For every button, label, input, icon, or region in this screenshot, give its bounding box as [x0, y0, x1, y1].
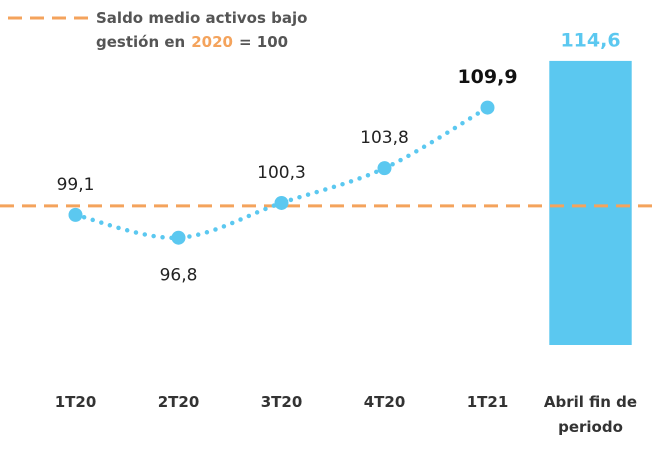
value-label: 100,3: [257, 163, 306, 183]
x-tick-label: 1T20: [54, 393, 97, 411]
legend-highlight: 2020: [191, 33, 233, 51]
point: [274, 195, 289, 210]
value-label: 96,8: [160, 266, 198, 286]
legend-label: Saldo medio activos bajo gestión en: [96, 9, 308, 51]
value-label: 99,1: [57, 175, 95, 195]
x-tick-label: 4T20: [363, 393, 406, 411]
bar: [549, 60, 632, 345]
point: [377, 161, 392, 176]
x-tick-label: 3T20: [260, 393, 303, 411]
legend-text: Saldo medio activos bajo gestión en 2020 =…: [96, 6, 366, 54]
x-tick-label: 2T20: [157, 393, 200, 411]
legend-label-end: = 100: [238, 33, 289, 51]
legend-swatch: [8, 16, 88, 20]
point: [480, 100, 495, 115]
point: [171, 230, 186, 245]
value-label: 109,9: [457, 66, 517, 88]
point: [68, 207, 83, 222]
value-label: 103,8: [360, 128, 409, 148]
value-label: 114,6: [560, 29, 620, 51]
x-tick-label: Abril fin de periodo: [543, 393, 638, 436]
x-tick-label: 1T21: [466, 393, 509, 411]
